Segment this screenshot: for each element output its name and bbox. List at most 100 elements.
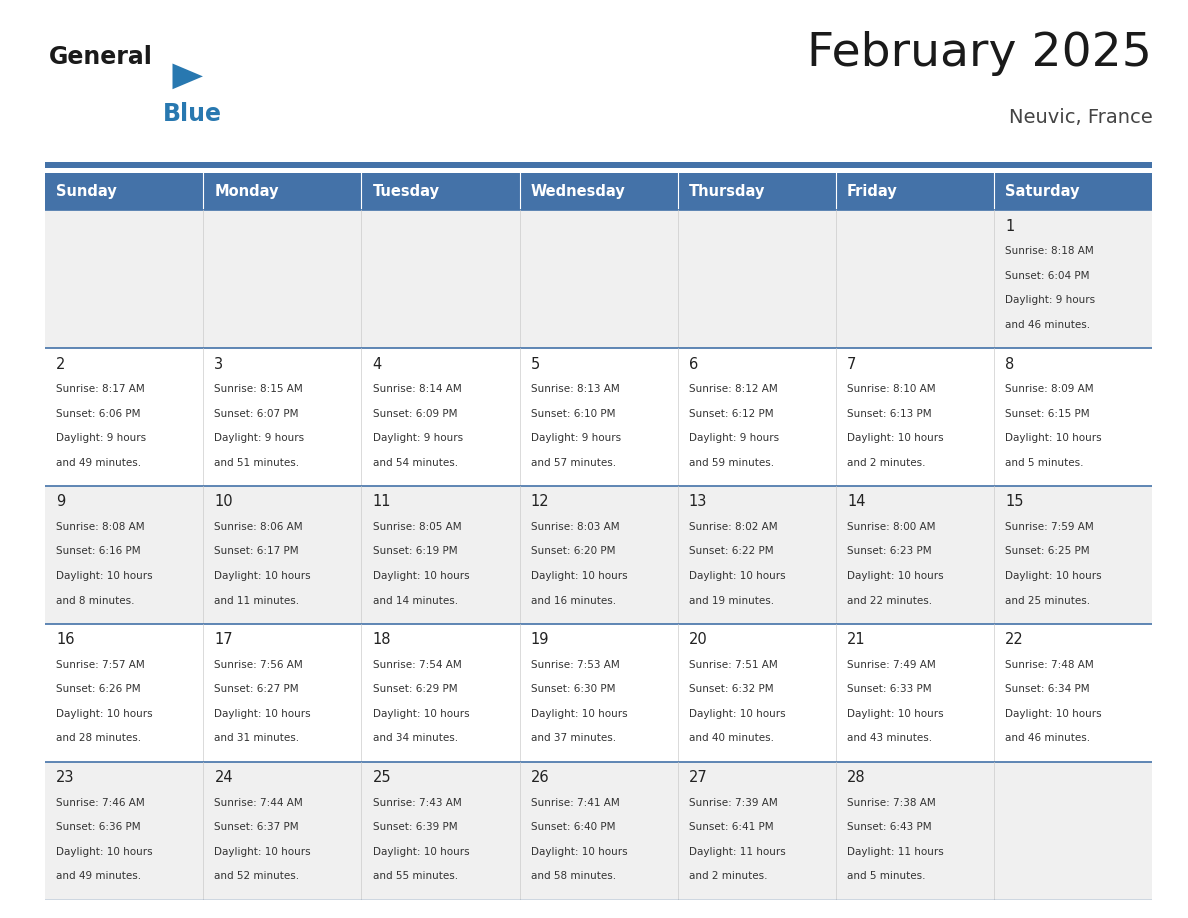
Text: Wednesday: Wednesday (531, 184, 626, 199)
Text: and 25 minutes.: and 25 minutes. (1005, 596, 1091, 606)
Text: Daylight: 10 hours: Daylight: 10 hours (214, 571, 311, 581)
Text: Daylight: 10 hours: Daylight: 10 hours (373, 571, 469, 581)
Text: 3: 3 (214, 356, 223, 372)
Text: 23: 23 (56, 770, 75, 785)
Text: Daylight: 9 hours: Daylight: 9 hours (1005, 296, 1095, 306)
Text: Daylight: 10 hours: Daylight: 10 hours (847, 709, 943, 719)
Text: and 5 minutes.: and 5 minutes. (1005, 458, 1083, 467)
Text: Sunset: 6:22 PM: Sunset: 6:22 PM (689, 546, 773, 556)
Text: Sunset: 6:13 PM: Sunset: 6:13 PM (847, 409, 931, 419)
Text: Sunrise: 8:09 AM: Sunrise: 8:09 AM (1005, 384, 1094, 394)
Bar (45, 762, 1152, 900)
Text: 17: 17 (214, 633, 233, 647)
Text: Sunset: 6:33 PM: Sunset: 6:33 PM (847, 684, 931, 694)
Text: Sunrise: 7:43 AM: Sunrise: 7:43 AM (373, 798, 461, 808)
Text: Daylight: 10 hours: Daylight: 10 hours (56, 571, 153, 581)
Text: Sunrise: 7:57 AM: Sunrise: 7:57 AM (56, 660, 145, 670)
Text: Sunrise: 8:08 AM: Sunrise: 8:08 AM (56, 522, 145, 532)
Text: 22: 22 (1005, 633, 1024, 647)
Text: and 2 minutes.: and 2 minutes. (689, 871, 767, 881)
Text: Sunrise: 8:12 AM: Sunrise: 8:12 AM (689, 384, 778, 394)
Text: 7: 7 (847, 356, 857, 372)
Text: Sunset: 6:34 PM: Sunset: 6:34 PM (1005, 684, 1089, 694)
Text: Daylight: 10 hours: Daylight: 10 hours (214, 846, 311, 856)
Text: 19: 19 (531, 633, 549, 647)
Text: and 55 minutes.: and 55 minutes. (373, 871, 457, 881)
Text: Daylight: 10 hours: Daylight: 10 hours (531, 846, 627, 856)
Text: Sunset: 6:39 PM: Sunset: 6:39 PM (373, 823, 457, 833)
Text: Sunset: 6:27 PM: Sunset: 6:27 PM (214, 684, 299, 694)
Bar (45, 487, 1152, 624)
Text: Daylight: 10 hours: Daylight: 10 hours (1005, 571, 1102, 581)
Bar (678, 173, 836, 210)
Text: Daylight: 11 hours: Daylight: 11 hours (847, 846, 943, 856)
Text: and 19 minutes.: and 19 minutes. (689, 596, 775, 606)
Text: Daylight: 10 hours: Daylight: 10 hours (56, 846, 153, 856)
Text: Sunset: 6:17 PM: Sunset: 6:17 PM (214, 546, 299, 556)
Text: Sunset: 6:29 PM: Sunset: 6:29 PM (373, 684, 457, 694)
Text: Daylight: 10 hours: Daylight: 10 hours (1005, 709, 1102, 719)
Text: 21: 21 (847, 633, 866, 647)
Text: Sunset: 6:36 PM: Sunset: 6:36 PM (56, 823, 141, 833)
Text: Sunrise: 7:38 AM: Sunrise: 7:38 AM (847, 798, 936, 808)
Text: and 51 minutes.: and 51 minutes. (214, 458, 299, 467)
Text: Sunrise: 7:48 AM: Sunrise: 7:48 AM (1005, 660, 1094, 670)
Text: General: General (49, 45, 153, 69)
Text: Daylight: 10 hours: Daylight: 10 hours (373, 846, 469, 856)
Text: 10: 10 (214, 495, 233, 509)
Text: 9: 9 (56, 495, 65, 509)
Text: Daylight: 10 hours: Daylight: 10 hours (373, 709, 469, 719)
Text: Sunday: Sunday (56, 184, 116, 199)
Text: Daylight: 11 hours: Daylight: 11 hours (689, 846, 785, 856)
Text: Thursday: Thursday (689, 184, 765, 199)
Text: and 54 minutes.: and 54 minutes. (373, 458, 457, 467)
Text: Sunrise: 7:54 AM: Sunrise: 7:54 AM (373, 660, 461, 670)
Text: Sunset: 6:04 PM: Sunset: 6:04 PM (1005, 271, 1089, 281)
Text: 4: 4 (373, 356, 381, 372)
Text: Daylight: 9 hours: Daylight: 9 hours (689, 433, 779, 443)
Text: February 2025: February 2025 (808, 31, 1152, 76)
Text: and 31 minutes.: and 31 minutes. (214, 733, 299, 744)
Text: Daylight: 10 hours: Daylight: 10 hours (689, 571, 785, 581)
Text: and 49 minutes.: and 49 minutes. (56, 871, 141, 881)
Text: 1: 1 (1005, 218, 1015, 234)
Text: Daylight: 9 hours: Daylight: 9 hours (373, 433, 462, 443)
Text: and 37 minutes.: and 37 minutes. (531, 733, 615, 744)
Text: and 59 minutes.: and 59 minutes. (689, 458, 775, 467)
Text: Sunset: 6:32 PM: Sunset: 6:32 PM (689, 684, 773, 694)
Text: Tuesday: Tuesday (373, 184, 440, 199)
Text: Sunrise: 7:39 AM: Sunrise: 7:39 AM (689, 798, 778, 808)
Text: Sunset: 6:06 PM: Sunset: 6:06 PM (56, 409, 140, 419)
Text: Daylight: 10 hours: Daylight: 10 hours (214, 709, 311, 719)
Text: and 5 minutes.: and 5 minutes. (847, 871, 925, 881)
Text: Sunset: 6:43 PM: Sunset: 6:43 PM (847, 823, 931, 833)
Text: Daylight: 10 hours: Daylight: 10 hours (847, 433, 943, 443)
Text: Sunrise: 7:41 AM: Sunrise: 7:41 AM (531, 798, 619, 808)
Text: 11: 11 (373, 495, 391, 509)
Text: 28: 28 (847, 770, 866, 785)
Text: Sunrise: 7:49 AM: Sunrise: 7:49 AM (847, 660, 936, 670)
Text: 25: 25 (373, 770, 391, 785)
Text: Sunset: 6:12 PM: Sunset: 6:12 PM (689, 409, 773, 419)
Text: Daylight: 10 hours: Daylight: 10 hours (1005, 433, 1102, 443)
Text: Sunset: 6:16 PM: Sunset: 6:16 PM (56, 546, 141, 556)
Text: Daylight: 10 hours: Daylight: 10 hours (56, 709, 153, 719)
Bar (45, 210, 1152, 348)
Text: Neuvic, France: Neuvic, France (1009, 107, 1152, 127)
Text: Sunset: 6:40 PM: Sunset: 6:40 PM (531, 823, 615, 833)
Text: Daylight: 9 hours: Daylight: 9 hours (214, 433, 304, 443)
Text: and 57 minutes.: and 57 minutes. (531, 458, 615, 467)
Text: Daylight: 10 hours: Daylight: 10 hours (531, 571, 627, 581)
Text: Sunrise: 8:17 AM: Sunrise: 8:17 AM (56, 384, 145, 394)
Text: Sunset: 6:10 PM: Sunset: 6:10 PM (531, 409, 615, 419)
Text: 20: 20 (689, 633, 708, 647)
Text: and 14 minutes.: and 14 minutes. (373, 596, 457, 606)
Text: 12: 12 (531, 495, 549, 509)
Text: 24: 24 (214, 770, 233, 785)
Text: Sunrise: 7:56 AM: Sunrise: 7:56 AM (214, 660, 303, 670)
Text: Sunrise: 8:03 AM: Sunrise: 8:03 AM (531, 522, 619, 532)
Text: 16: 16 (56, 633, 75, 647)
Text: Sunset: 6:30 PM: Sunset: 6:30 PM (531, 684, 615, 694)
Text: Sunset: 6:23 PM: Sunset: 6:23 PM (847, 546, 931, 556)
Text: and 8 minutes.: and 8 minutes. (56, 596, 134, 606)
